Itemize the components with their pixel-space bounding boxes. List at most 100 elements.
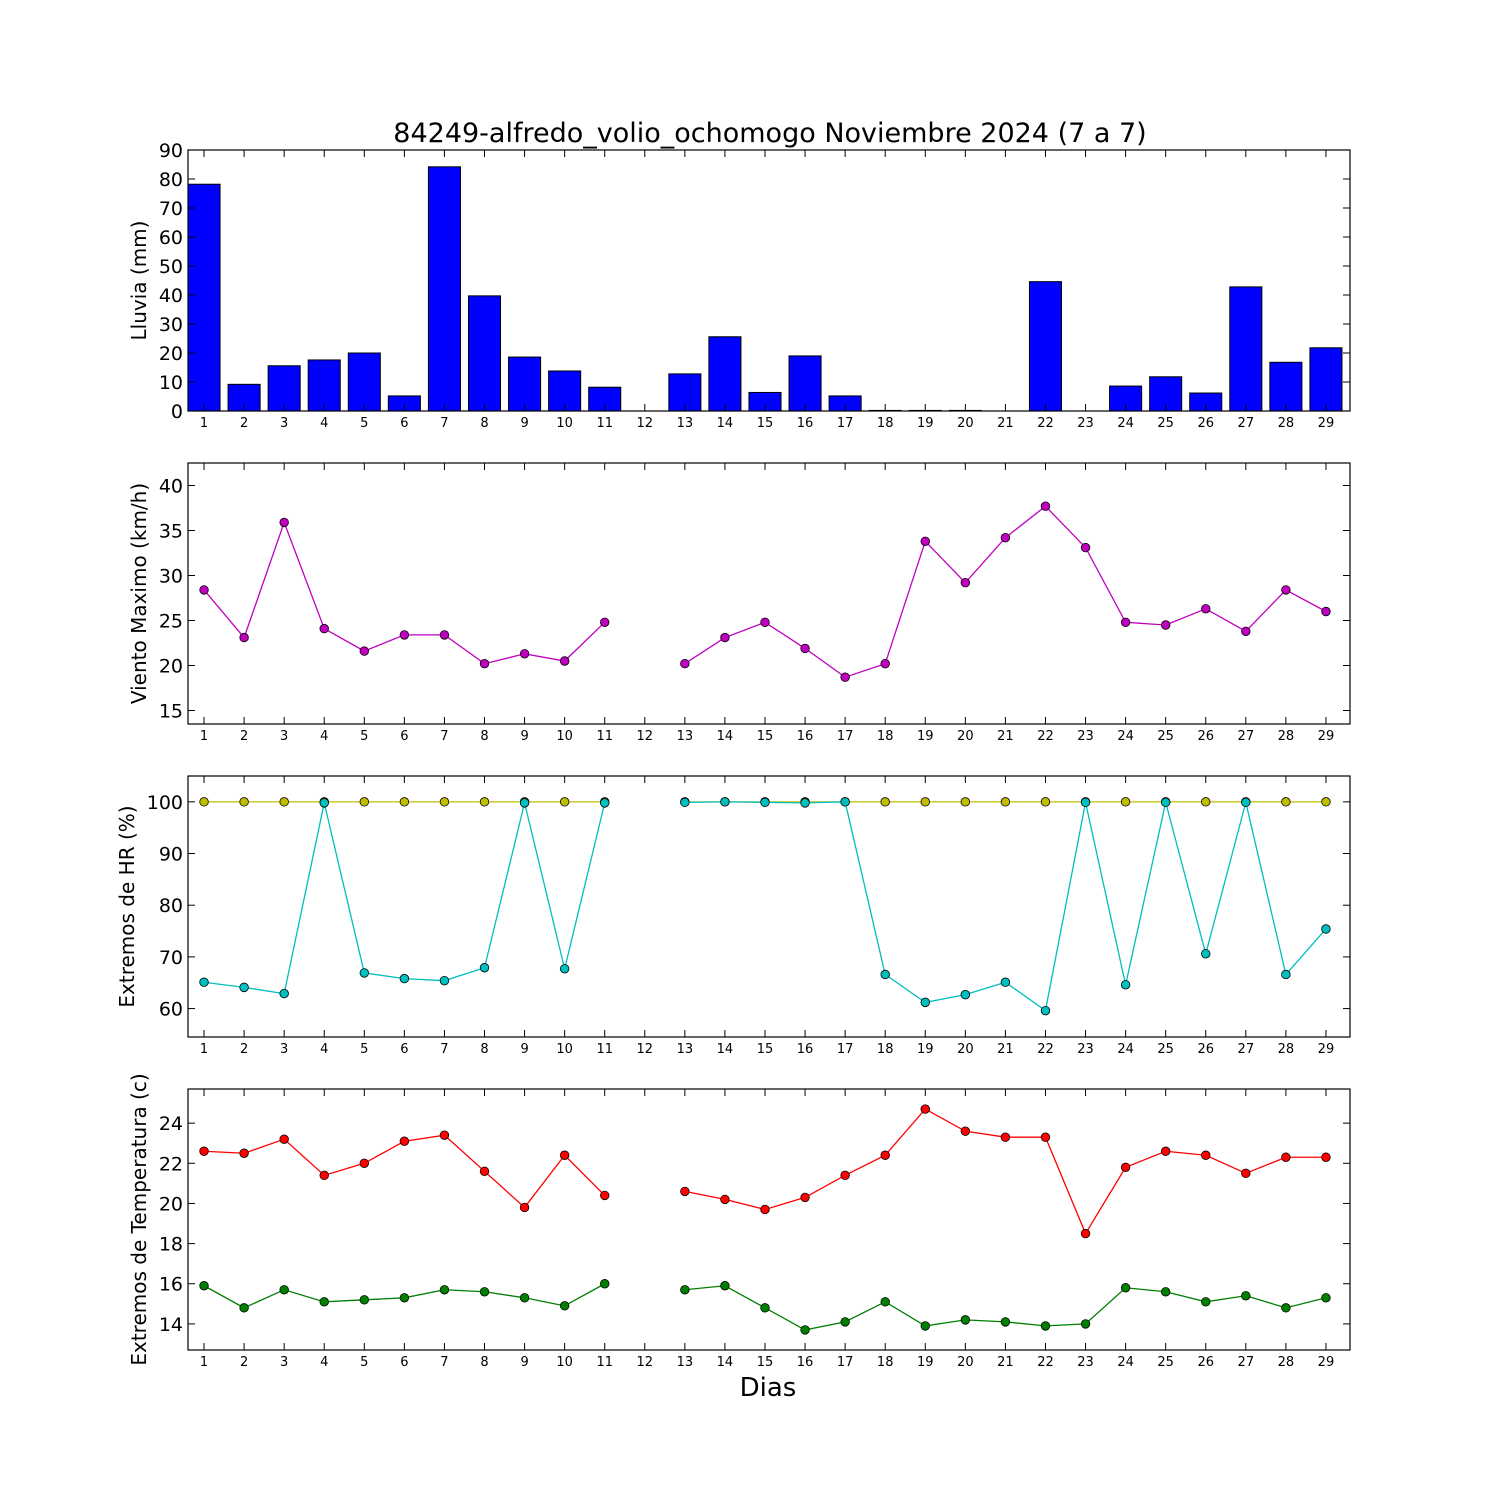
- humidity-series-2-point-day-23: [1080, 797, 1091, 808]
- humidity-plot-frame: [187, 775, 1351, 1038]
- temperature-xtick-label: 11: [596, 1355, 613, 1370]
- humidity-series-1-point-day-20: [960, 797, 971, 807]
- wind-xtick-label: 13: [677, 729, 694, 744]
- humidity-xtick-label: 19: [917, 1042, 934, 1057]
- rain-xtick-label: 20: [957, 416, 974, 431]
- humidity-xtick-label: 8: [480, 1042, 488, 1057]
- humidity-xtick-label: 12: [637, 1042, 654, 1057]
- temperature-series-2-point-day-28: [1281, 1303, 1291, 1313]
- humidity-series-1-point-day-18: [880, 797, 890, 807]
- rain-xtick-label: 3: [280, 416, 288, 431]
- temperature-series-2-point-day-18: [880, 1297, 890, 1307]
- wind-xtick-label: 27: [1238, 729, 1255, 744]
- humidity-series-2-point-day-1: [199, 977, 209, 987]
- temperature-series-2-point-day-24: [1120, 1283, 1131, 1293]
- humidity-series-2-point-day-27: [1241, 797, 1251, 808]
- temperature-xtick-label: 14: [717, 1355, 734, 1370]
- wind-xtick-label: 2: [240, 729, 248, 744]
- rain-bar-day-14: [708, 336, 742, 412]
- rain-bar-day-9: [508, 356, 542, 412]
- rain-xtick-label: 2: [240, 416, 248, 431]
- rain-ytick-label: 20: [159, 343, 183, 365]
- humidity-series-2-point-day-19: [920, 997, 930, 1008]
- humidity-xtick-label: 28: [1278, 1042, 1295, 1057]
- temperature-plot-frame: [187, 1088, 1351, 1351]
- wind-xtick-label: 26: [1197, 729, 1214, 744]
- temperature-series-1-point-day-29: [1321, 1152, 1331, 1162]
- temperature-xtick-label: 18: [877, 1355, 894, 1370]
- humidity-series-2-point-day-29: [1321, 924, 1331, 934]
- temperature-series-2-point-day-6: [399, 1293, 410, 1303]
- temperature-series-2-point-day-13: [680, 1285, 690, 1295]
- rain-xtick-label: 28: [1278, 416, 1295, 431]
- temperature-ytick-label: 22: [159, 1153, 183, 1175]
- wind-series-1-point-day-6: [399, 630, 410, 640]
- humidity-series-2-point-day-5: [359, 968, 370, 978]
- wind-series-1-point-day-8: [479, 659, 490, 669]
- rain-xtick-label: 12: [637, 416, 654, 431]
- humidity-series-1-point-day-6: [399, 797, 410, 807]
- humidity-xtick-label: 26: [1197, 1042, 1214, 1057]
- temperature-series-2-point-day-11: [600, 1279, 610, 1289]
- wind-series-1-point-day-29: [1321, 606, 1331, 617]
- wind-series-1-point-day-2: [239, 632, 249, 643]
- wind-series-1-point-day-9: [519, 649, 530, 659]
- humidity-series-1-point-day-22: [1040, 797, 1051, 807]
- temperature-xtick-label: 3: [280, 1355, 288, 1370]
- temperature-series-2-point-day-25: [1160, 1287, 1171, 1297]
- temperature-series-1-point-day-20: [960, 1126, 971, 1136]
- temperature-xtick-label: 17: [837, 1355, 854, 1370]
- temperature-xtick-label: 15: [757, 1355, 774, 1370]
- wind-series-1-point-day-13: [680, 659, 690, 669]
- wind-ytick-label: 25: [159, 611, 183, 633]
- temperature-ytick-label: 18: [159, 1234, 183, 1256]
- temperature-series-1-point-day-10: [559, 1150, 570, 1160]
- wind-series-1-point-day-17: [840, 672, 850, 682]
- temperature-series-2-point-day-9: [519, 1293, 530, 1303]
- temperature-series-1-point-day-19: [920, 1104, 930, 1114]
- rain-xtick-label: 13: [677, 416, 694, 431]
- rain-bar-day-4: [307, 359, 341, 412]
- temperature-series-1-point-day-15: [760, 1204, 770, 1215]
- humidity-series-2-point-day-16: [800, 798, 810, 808]
- temperature-series-2-point-day-15: [760, 1303, 770, 1313]
- temperature-series-1-point-day-26: [1201, 1150, 1211, 1160]
- humidity-series-2-point-day-6: [399, 973, 410, 984]
- temperature-series-2-point-day-19: [920, 1321, 930, 1331]
- wind-ytick-label: 40: [159, 476, 183, 498]
- temperature-series-2-point-day-7: [439, 1285, 450, 1295]
- wind-plot-frame: [187, 462, 1351, 725]
- rain-xtick-label: 10: [556, 416, 573, 431]
- wind-series-1-point-day-16: [800, 643, 810, 654]
- wind-series-1-line: [684, 505, 1327, 678]
- humidity-series-2-line: [203, 802, 606, 995]
- wind-xtick-label: 20: [957, 729, 974, 744]
- wind-xtick-label: 22: [1037, 729, 1054, 744]
- humidity-series-2-point-day-2: [239, 982, 249, 993]
- temperature-xtick-label: 1: [200, 1355, 208, 1370]
- wind-xtick-label: 17: [837, 729, 854, 744]
- temperature-xtick-label: 19: [917, 1355, 934, 1370]
- humidity-xtick-label: 22: [1037, 1042, 1054, 1057]
- rain-xtick-label: 17: [837, 416, 854, 431]
- temperature-ytick-label: 14: [159, 1314, 183, 1336]
- wind-xtick-label: 7: [440, 729, 448, 744]
- wind-xtick-label: 12: [637, 729, 654, 744]
- wind-series-1-point-day-26: [1201, 604, 1211, 614]
- humidity-series-2-point-day-25: [1160, 797, 1171, 808]
- humidity-xtick-label: 23: [1077, 1042, 1094, 1057]
- wind-series-1-point-day-24: [1120, 617, 1131, 628]
- wind-xtick-label: 29: [1318, 729, 1335, 744]
- humidity-ytick-label: 100: [147, 792, 183, 814]
- humidity-series-1-point-day-26: [1201, 797, 1211, 807]
- wind-xtick-label: 28: [1278, 729, 1295, 744]
- wind-series-1-point-day-21: [1000, 533, 1011, 543]
- temperature-series-2-point-day-8: [479, 1287, 490, 1297]
- temperature-series-1-point-day-24: [1120, 1162, 1131, 1173]
- temperature-series-1-point-day-9: [519, 1202, 530, 1213]
- wind-xtick-label: 6: [400, 729, 408, 744]
- temperature-series-1-point-day-8: [479, 1166, 490, 1177]
- rain-ytick-label: 30: [159, 314, 183, 336]
